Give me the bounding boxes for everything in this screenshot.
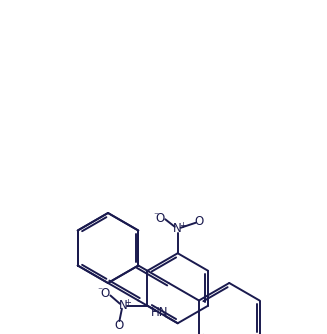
Text: HN: HN (151, 306, 168, 319)
Text: O: O (101, 287, 110, 300)
Text: +: + (179, 221, 186, 230)
Text: ⁻: ⁻ (154, 211, 159, 221)
Text: O: O (194, 215, 203, 228)
Text: N: N (173, 222, 182, 235)
Text: N: N (118, 299, 127, 312)
Text: O: O (156, 212, 165, 225)
Text: O: O (115, 319, 124, 332)
Text: ⁻: ⁻ (98, 287, 103, 297)
Text: +: + (124, 298, 131, 307)
